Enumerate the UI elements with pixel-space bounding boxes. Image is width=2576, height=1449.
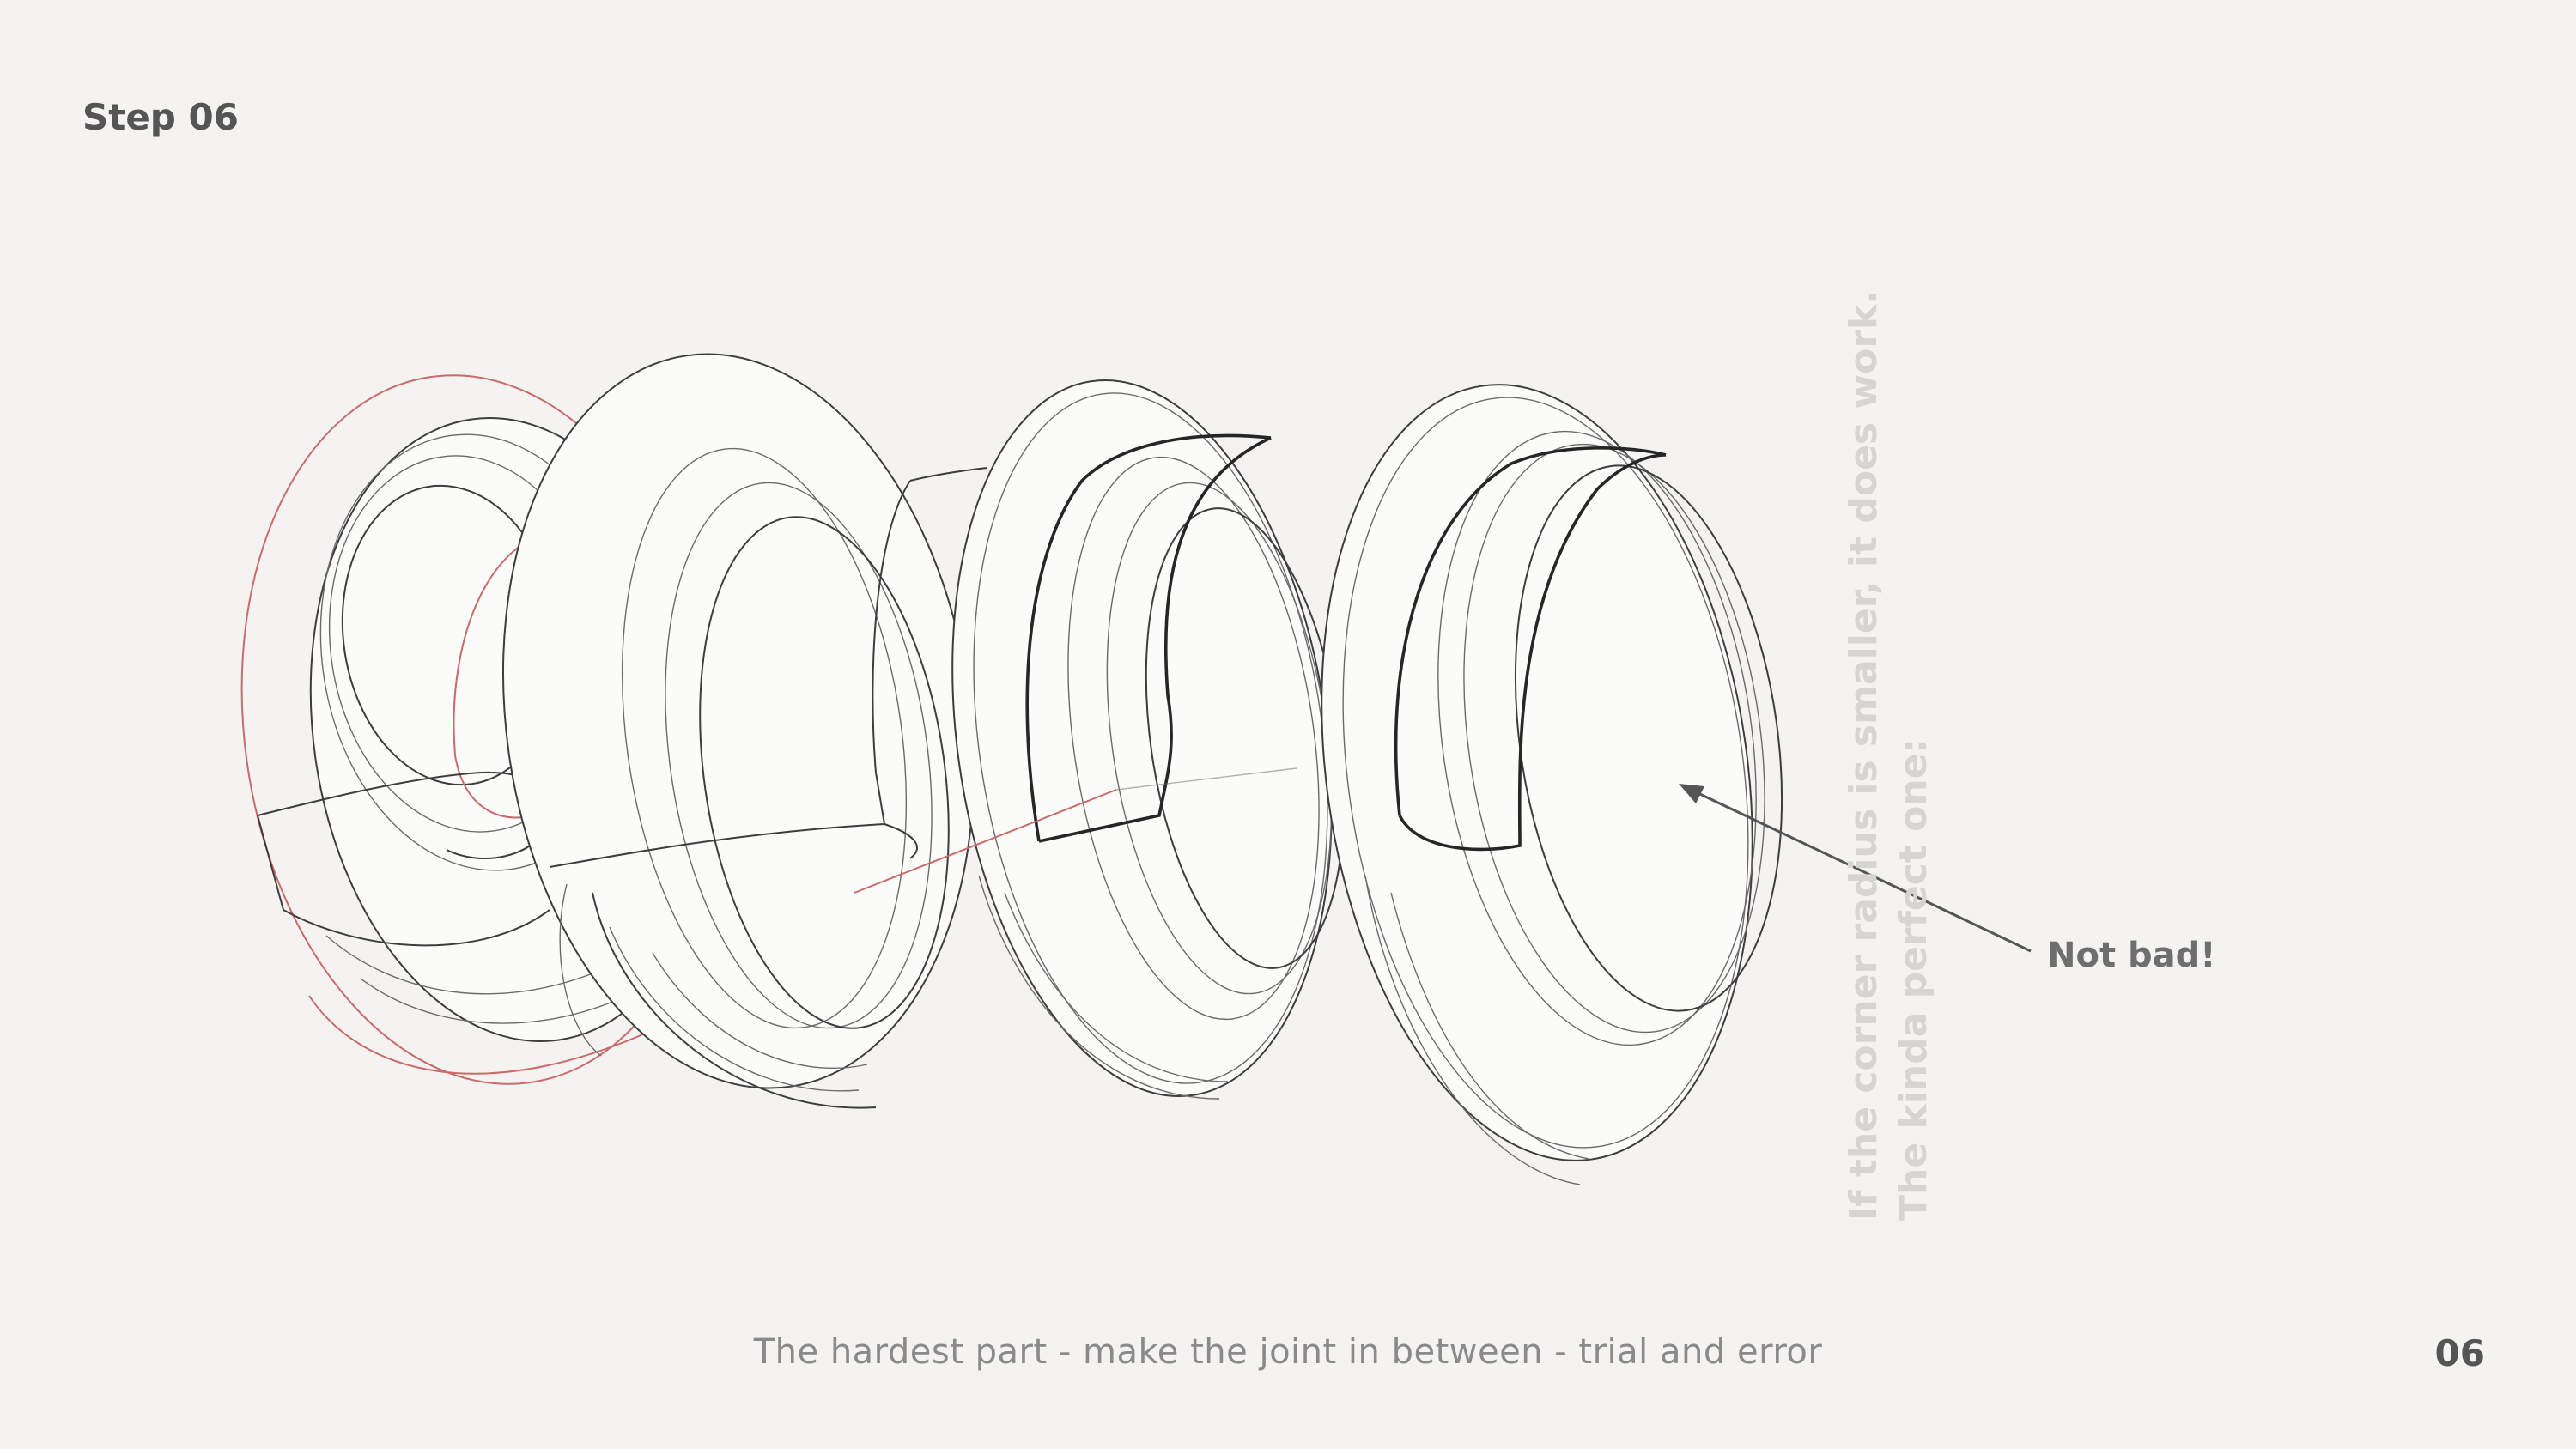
page-number: 06	[2434, 1332, 2485, 1374]
step-title: Step 06	[82, 96, 239, 138]
slide-caption: The hardest part - make the joint in bet…	[753, 1332, 1823, 1372]
note-line-1: If the corner radius is smaller, it does…	[1842, 290, 1886, 1221]
note-line-2: The kinda perfect one:	[1892, 737, 1935, 1221]
axis-line-red	[854, 789, 1117, 894]
disc-2	[502, 353, 988, 1109]
disc-3	[951, 379, 1346, 1100]
axis-line	[1115, 767, 1297, 791]
callout-arrow	[1679, 784, 2032, 953]
callout-label: Not bad!	[2047, 936, 2216, 975]
rotated-note: If the corner radius is smaller, it does…	[1839, 290, 1939, 1221]
disc-4	[1321, 384, 1783, 1185]
